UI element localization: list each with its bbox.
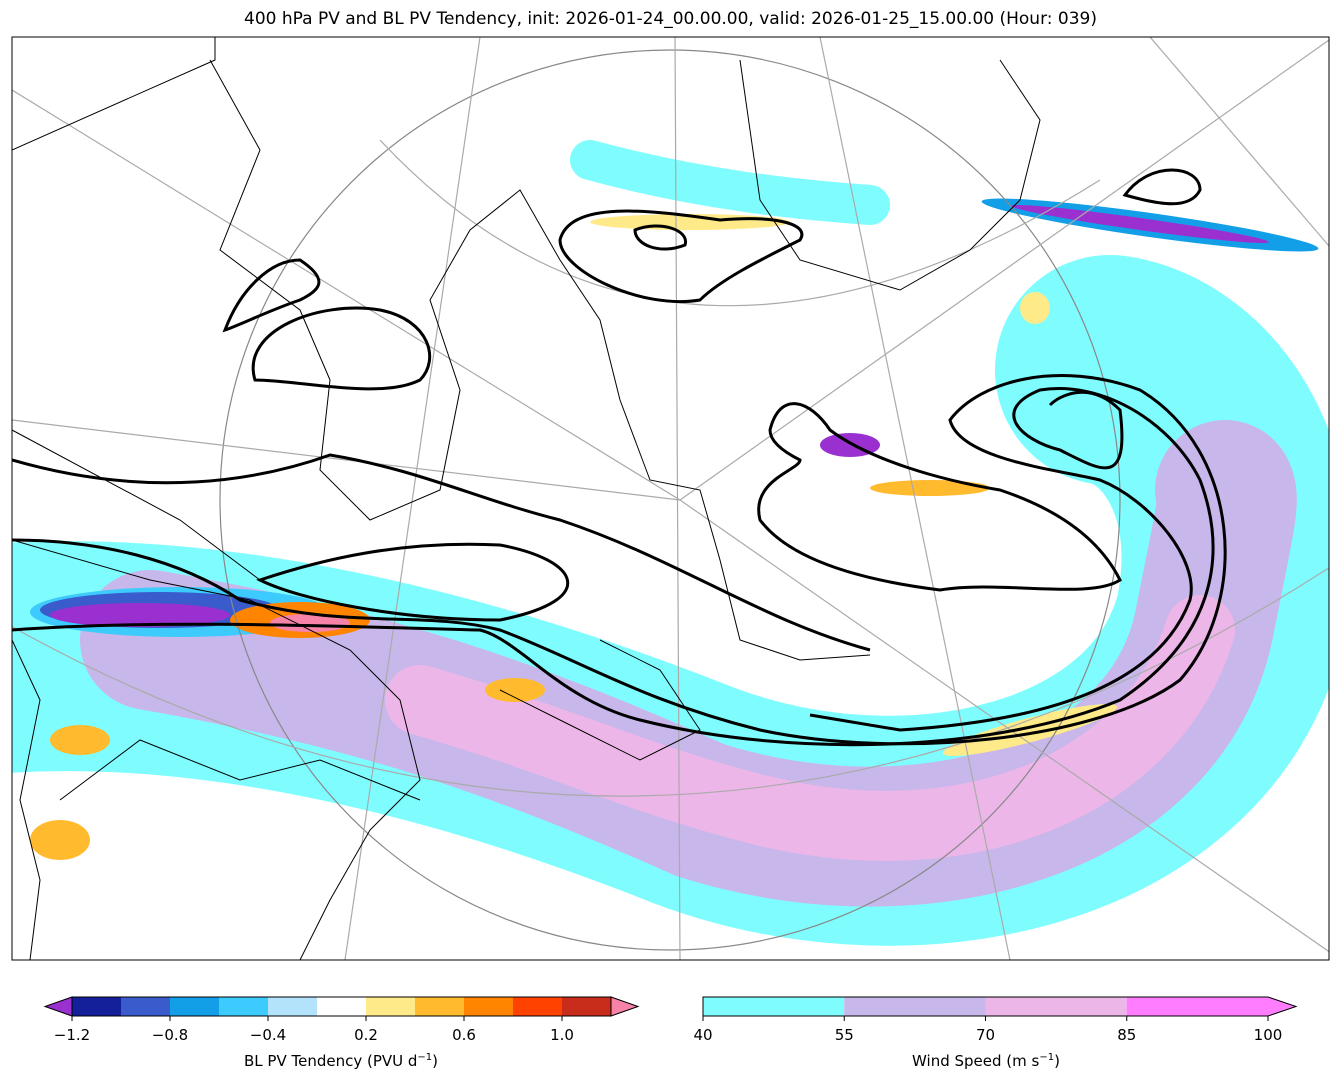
colorbar-swatch xyxy=(415,997,464,1016)
coastlines xyxy=(12,37,1041,960)
map-panel xyxy=(12,37,1329,960)
colorbar-swatch xyxy=(703,997,845,1016)
colorbar-swatch xyxy=(170,997,219,1016)
wind-colorbar: 40 55 70 85 100 xyxy=(693,996,1298,1044)
colorbar-tick-label: 40 xyxy=(693,1026,712,1044)
map-frame xyxy=(11,36,1330,961)
colorbar-swatch xyxy=(844,997,986,1016)
colorbar-tick-label: 0.6 xyxy=(452,1026,476,1044)
colorbar-tick-label: −0.4 xyxy=(250,1026,286,1044)
colorbar-swatch xyxy=(72,997,121,1016)
colorbar-swatch xyxy=(985,997,1127,1016)
pv-colorbar-label: BL PV Tendency (PVU d−1) xyxy=(244,1052,438,1070)
graticule xyxy=(12,37,1329,960)
colorbar-tick-label: 100 xyxy=(1254,1026,1283,1044)
colorbar-outline xyxy=(71,996,612,1017)
colorbar-extend-low xyxy=(43,996,73,1017)
colorbar-swatch xyxy=(562,997,611,1016)
colorbar-tick-label: 85 xyxy=(1117,1026,1136,1044)
colorbar-tick-label: 70 xyxy=(976,1026,995,1044)
colorbar-swatch xyxy=(219,997,268,1016)
colorbar-swatch xyxy=(268,997,317,1016)
pv-colorbar: −1.2 −0.8 −0.4 0.2 0.6 1.0 xyxy=(43,996,640,1044)
colorbar-swatch xyxy=(464,997,513,1016)
colorbar-swatch-extend xyxy=(1126,997,1296,1016)
wind-colorbar-label: Wind Speed (m s−1) xyxy=(912,1052,1060,1070)
colorbar-tick-label: 1.0 xyxy=(550,1026,574,1044)
colorbar-tick-label: 0.2 xyxy=(354,1026,378,1044)
colorbar-tick-label: −0.8 xyxy=(152,1026,188,1044)
colorbar-swatch xyxy=(317,997,366,1016)
colorbar-swatch xyxy=(121,997,170,1016)
colorbar-swatch xyxy=(366,997,415,1016)
colorbar-extend-high xyxy=(610,996,640,1017)
colorbar-tick-label: −1.2 xyxy=(54,1026,90,1044)
wind-speed-fill xyxy=(12,140,1329,946)
plot-title: 400 hPa PV and BL PV Tendency, init: 202… xyxy=(244,9,1097,29)
pv-contours xyxy=(12,168,1227,747)
colorbar-outline xyxy=(702,996,1298,1017)
colorbar-tick-label: 55 xyxy=(835,1026,854,1044)
colorbar-swatch xyxy=(513,997,562,1016)
